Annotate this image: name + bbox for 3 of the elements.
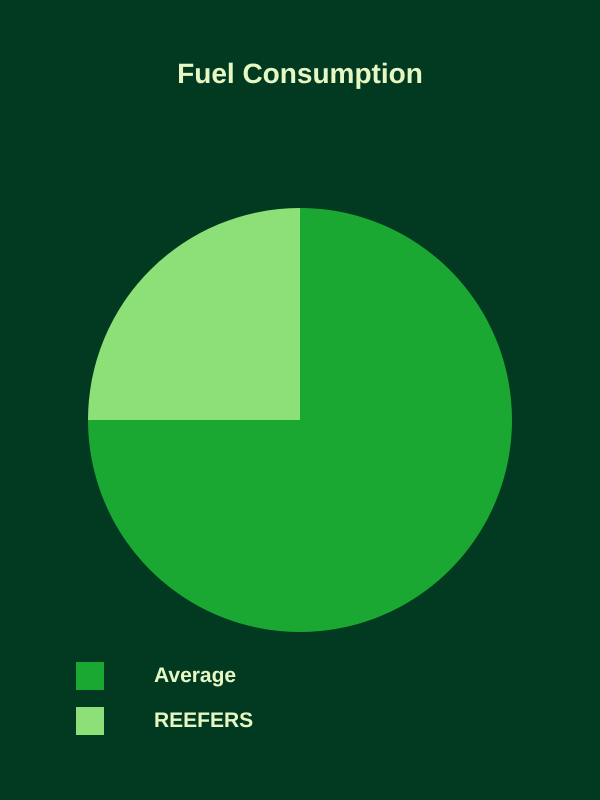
legend-label: REEFERS: [154, 708, 254, 732]
legend-label: Average: [154, 664, 236, 688]
chart-title: Fuel Consumption: [176, 58, 424, 90]
